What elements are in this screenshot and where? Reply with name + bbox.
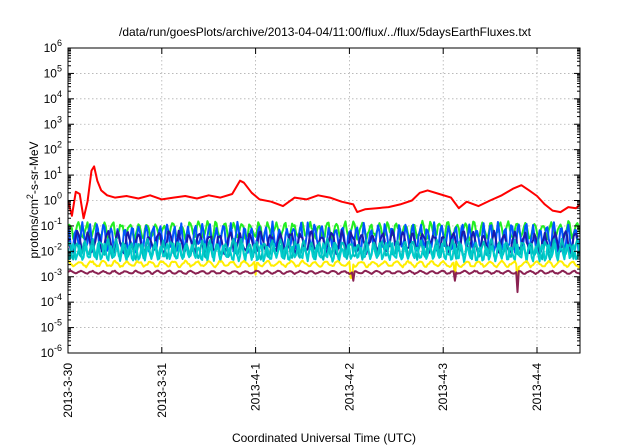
y-tick-base: 10	[44, 194, 58, 208]
y-tick-label: 103	[44, 114, 62, 131]
y-tick-exponent: -4	[54, 292, 62, 302]
y-tick-base: 10	[41, 270, 55, 284]
y-tick-base: 10	[41, 321, 55, 335]
series-line-1	[68, 165, 580, 220]
series-line-8	[68, 269, 580, 294]
y-axis: 10-610-510-410-310-210-11001011021031041…	[41, 38, 580, 360]
y-tick-label: 102	[44, 140, 62, 157]
y-tick-exponent: 6	[57, 38, 62, 48]
series-line-6	[68, 241, 580, 264]
y-tick-exponent: 1	[57, 165, 62, 175]
y-tick-exponent: -2	[54, 241, 62, 251]
x-tick-label: 2013-4-1	[249, 363, 263, 411]
y-tick-base: 10	[41, 219, 55, 233]
y-tick-exponent: 2	[57, 140, 62, 150]
y-tick-exponent: -3	[54, 267, 62, 277]
y-tick-exponent: 4	[57, 89, 62, 99]
y-tick-base: 10	[44, 168, 58, 182]
y-axis-label-base: protons/cm	[27, 199, 41, 258]
series-layer	[68, 165, 580, 294]
y-tick-exponent: 5	[57, 63, 62, 73]
y-tick-base: 10	[44, 143, 58, 157]
y-tick-exponent: 3	[57, 114, 62, 124]
y-tick-exponent: -6	[54, 343, 62, 353]
y-tick-label: 105	[44, 63, 62, 80]
y-axis-label-rest: -s-sr-MeV	[27, 141, 41, 194]
y-tick-label: 100	[44, 191, 62, 208]
y-axis-label-sup: 2	[25, 194, 35, 199]
y-tick-base: 10	[41, 295, 55, 309]
y-tick-base: 10	[44, 92, 58, 106]
x-axis-label: Coordinated Universal Time (UTC)	[232, 431, 416, 445]
y-tick-base: 10	[41, 244, 55, 258]
y-tick-label: 106	[44, 38, 62, 55]
chart-title: /data/run/goesPlots/archive/2013-04-04/1…	[119, 25, 532, 39]
x-tick-label: 2013-3-31	[155, 363, 169, 418]
x-tick-label: 2013-4-4	[530, 363, 544, 411]
grid	[67, 47, 580, 354]
x-tick-label: 2013-4-3	[436, 363, 450, 411]
y-tick-base: 10	[44, 41, 58, 55]
y-tick-exponent: 0	[57, 191, 62, 201]
y-tick-label: 10-4	[41, 292, 62, 309]
y-tick-label: 10-1	[41, 216, 62, 233]
y-tick-exponent: -1	[54, 216, 62, 226]
y-tick-base: 10	[44, 66, 58, 80]
y-tick-exponent: -5	[54, 318, 62, 328]
y-tick-base: 10	[44, 117, 58, 131]
x-tick-label: 2013-3-30	[61, 363, 75, 418]
y-tick-label: 10-5	[41, 318, 62, 335]
y-tick-label: 10-3	[41, 267, 62, 284]
y-tick-label: 101	[44, 165, 62, 182]
y-tick-label: 10-6	[41, 343, 62, 360]
y-axis-label: protons/cm2-s-sr-MeV	[25, 141, 41, 258]
x-axis: 2013-3-30 2013-3-31 2013-4-1 2013-4-2 2013-4…	[61, 48, 544, 418]
y-tick-label: 10-2	[41, 241, 62, 258]
y-tick-base: 10	[41, 346, 55, 360]
y-tick-label: 104	[44, 89, 62, 106]
series-line-7	[68, 259, 580, 286]
x-tick-label: 2013-4-2	[342, 363, 356, 411]
